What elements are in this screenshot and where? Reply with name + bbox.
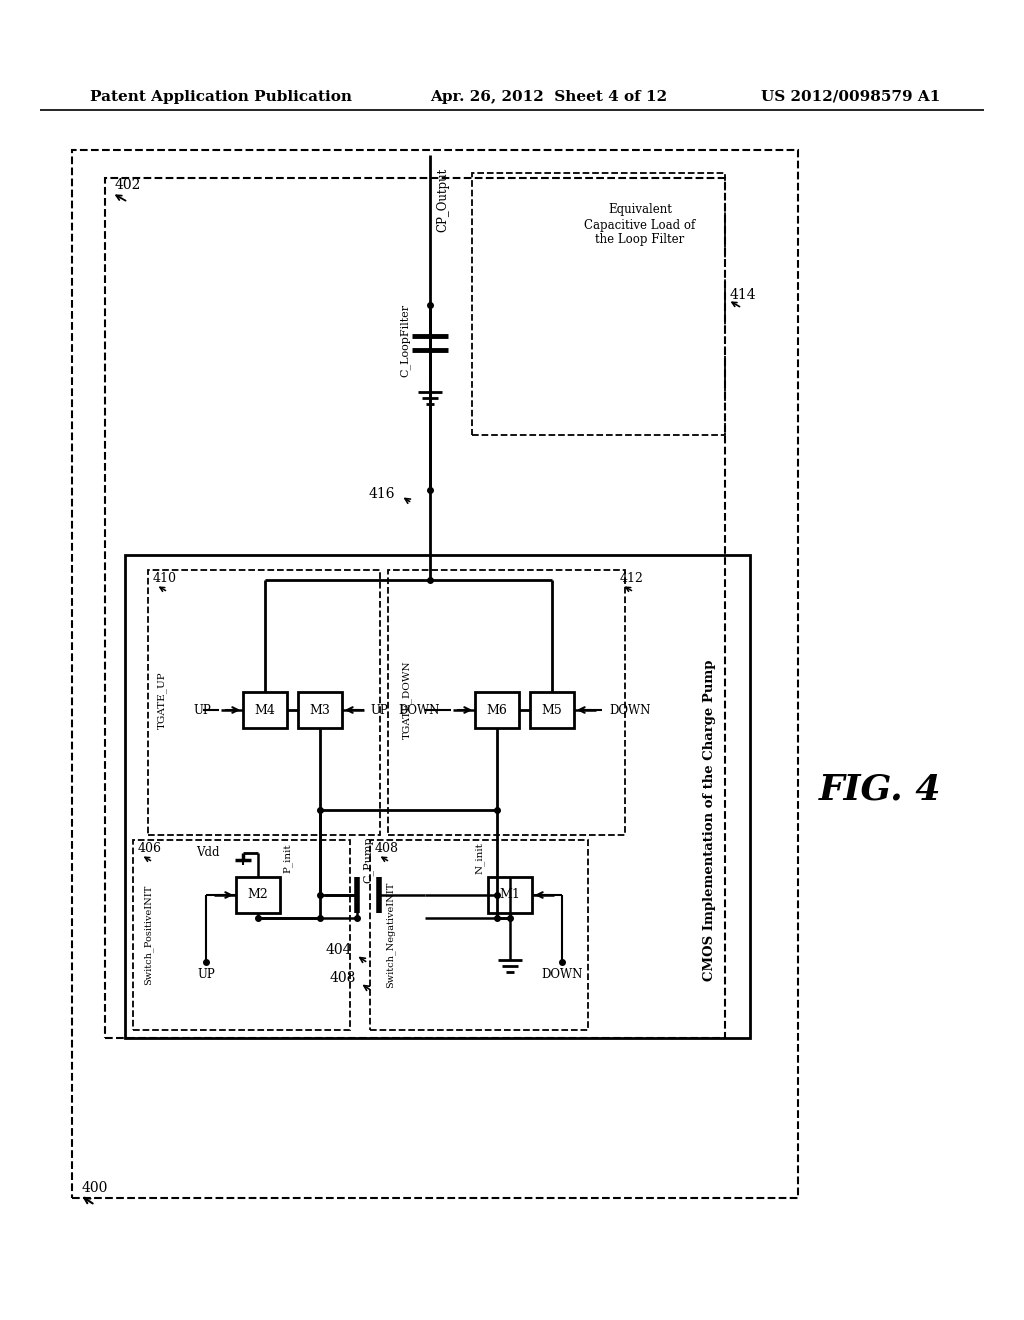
Bar bbox=[475, 692, 519, 729]
Text: Switch_NegativeINIT: Switch_NegativeINIT bbox=[385, 882, 394, 989]
Bar bbox=[298, 692, 342, 729]
Bar bbox=[243, 692, 287, 729]
Text: C_LoopFilter: C_LoopFilter bbox=[399, 304, 411, 376]
Text: US 2012/0098579 A1: US 2012/0098579 A1 bbox=[761, 90, 940, 104]
Bar bbox=[488, 876, 532, 913]
Bar bbox=[133, 840, 350, 1030]
Text: DOWN: DOWN bbox=[542, 969, 583, 982]
Text: M5: M5 bbox=[542, 704, 562, 717]
Text: UP: UP bbox=[198, 969, 215, 982]
Text: Apr. 26, 2012  Sheet 4 of 12: Apr. 26, 2012 Sheet 4 of 12 bbox=[430, 90, 667, 104]
Text: CP_Output: CP_Output bbox=[436, 168, 449, 232]
Bar bbox=[105, 178, 725, 1038]
Bar bbox=[530, 692, 574, 729]
Bar bbox=[148, 570, 380, 836]
Text: 404: 404 bbox=[326, 942, 352, 957]
Text: CMOS Implementation of the Charge Pump: CMOS Implementation of the Charge Pump bbox=[703, 659, 717, 981]
Text: 412: 412 bbox=[620, 572, 644, 585]
Bar bbox=[370, 840, 588, 1030]
Bar bbox=[388, 570, 625, 836]
Bar bbox=[236, 876, 280, 913]
Text: M4: M4 bbox=[255, 704, 275, 717]
Text: P_init: P_init bbox=[284, 843, 293, 873]
Text: 406: 406 bbox=[138, 842, 162, 854]
Bar bbox=[125, 554, 750, 1038]
Text: M6: M6 bbox=[486, 704, 508, 717]
Text: FIG. 4: FIG. 4 bbox=[819, 774, 941, 807]
Text: M2: M2 bbox=[248, 888, 268, 902]
Text: TGATE_UP: TGATE_UP bbox=[157, 671, 167, 729]
Text: N_init: N_init bbox=[475, 842, 484, 874]
Text: C_Pump: C_Pump bbox=[362, 837, 374, 883]
Text: 414: 414 bbox=[730, 288, 757, 302]
Text: 410: 410 bbox=[153, 572, 177, 585]
Bar bbox=[472, 173, 725, 436]
Text: M3: M3 bbox=[309, 704, 331, 717]
Text: 408: 408 bbox=[330, 972, 356, 985]
Text: DOWN: DOWN bbox=[609, 704, 650, 717]
Text: TGATE_DOWN: TGATE_DOWN bbox=[402, 661, 412, 739]
Text: 416: 416 bbox=[369, 487, 395, 502]
Text: DOWN: DOWN bbox=[398, 704, 440, 717]
Text: M1: M1 bbox=[500, 888, 520, 902]
Text: Vdd: Vdd bbox=[197, 846, 220, 859]
Text: Patent Application Publication: Patent Application Publication bbox=[90, 90, 352, 104]
Text: 408: 408 bbox=[375, 842, 399, 854]
Bar bbox=[72, 150, 798, 1199]
Text: 402: 402 bbox=[115, 178, 141, 191]
Text: UP: UP bbox=[370, 704, 388, 717]
Text: Equivalent
Capacitive Load of
the Loop Filter: Equivalent Capacitive Load of the Loop F… bbox=[585, 203, 695, 247]
Text: 400: 400 bbox=[82, 1181, 109, 1195]
Text: Switch_PositiveINIT: Switch_PositiveINIT bbox=[143, 884, 153, 985]
Text: UP: UP bbox=[194, 704, 211, 717]
